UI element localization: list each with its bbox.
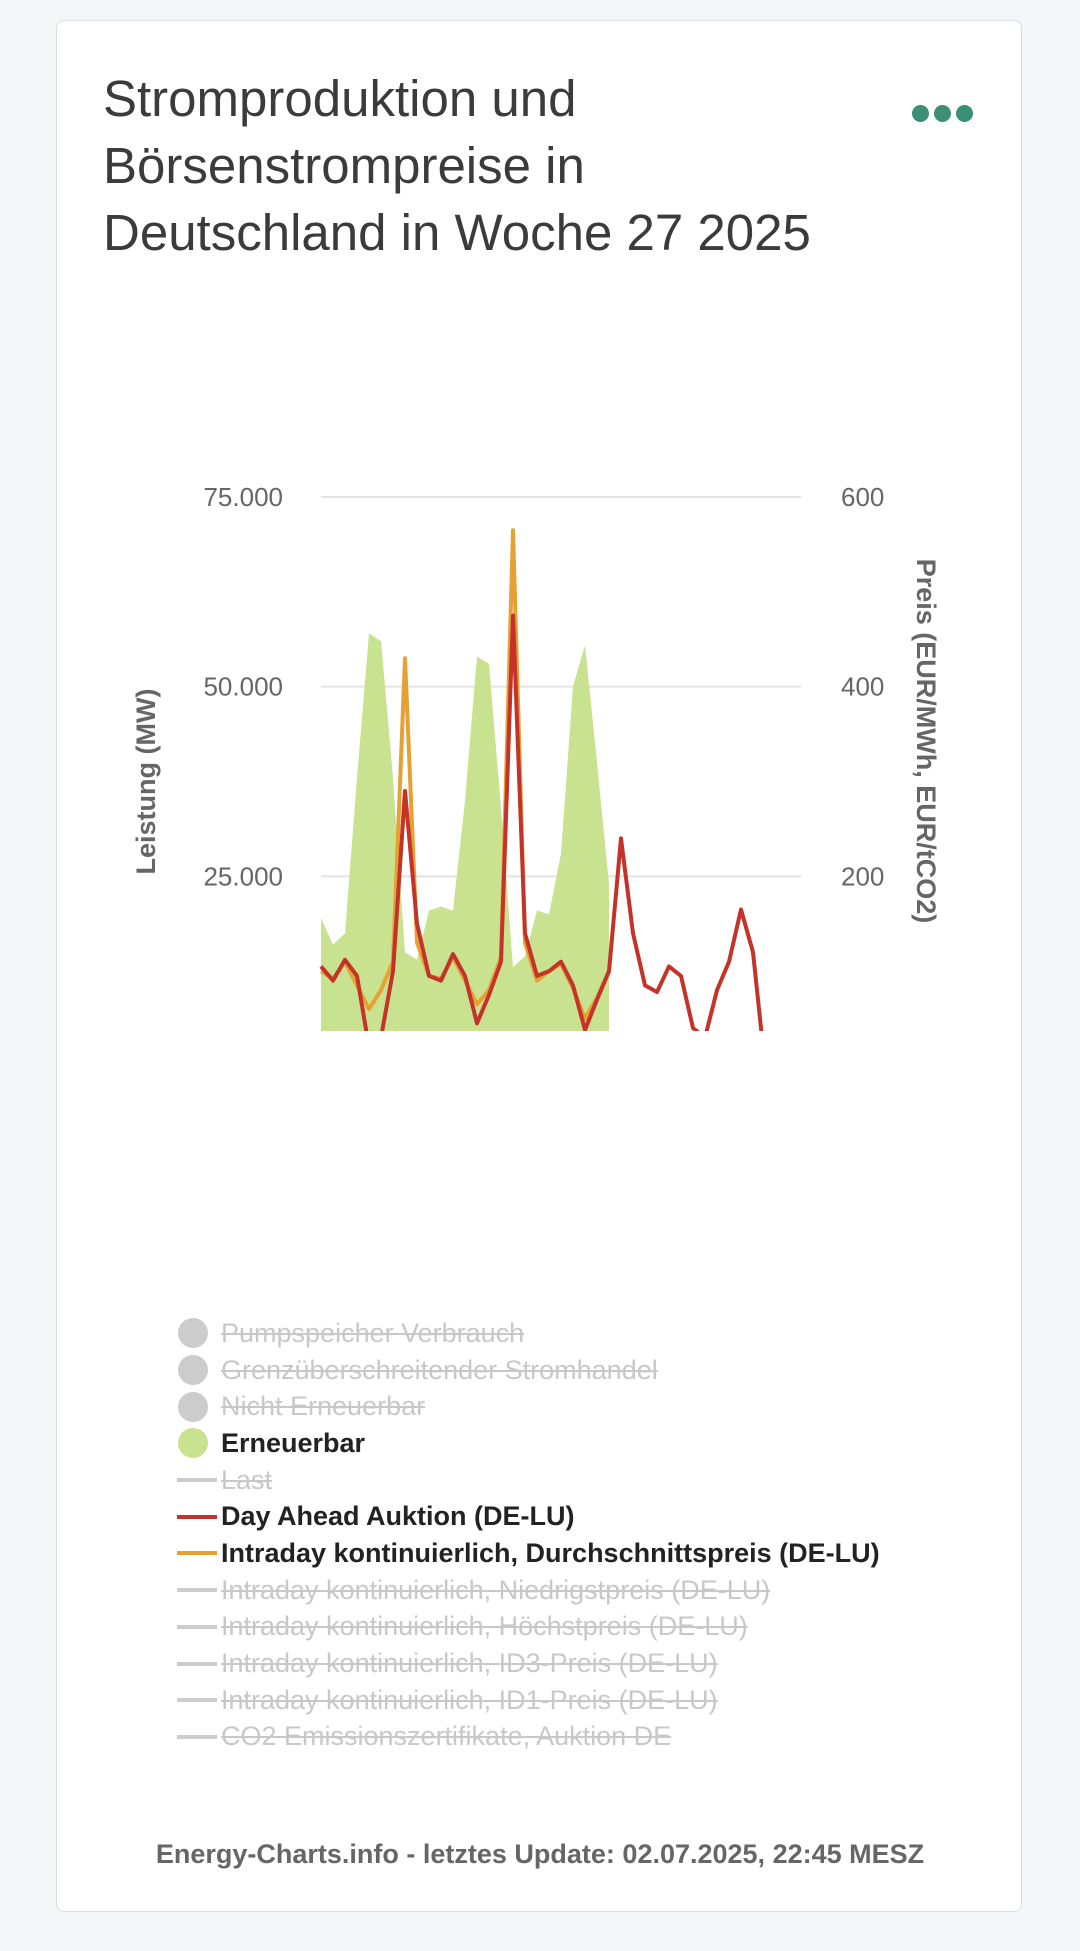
legend-item[interactable]: Pumpspeicher Verbrauch [177,1315,880,1352]
y-left-axis-title: Leistung (MW) [131,689,161,875]
menu-dot-icon [933,104,951,122]
legend-line-icon [177,1624,217,1629]
legend-item[interactable]: Intraday kontinuierlich, ID3-Preis (DE-L… [177,1645,880,1682]
y-right-tick-label: 400 [841,672,884,702]
legend-line-icon [177,1588,217,1593]
series-line-day-ahead [319,613,764,1031]
legend-item[interactable]: Day Ahead Auktion (DE-LU) [177,1498,880,1535]
menu-dot-icon [911,104,929,122]
legend-line-icon [177,1478,217,1483]
legend-label: Last [221,1464,273,1495]
y-right-tick-label: 600 [841,482,884,512]
menu-dot-icon [955,104,973,122]
legend-item[interactable]: Intraday kontinuierlich, Durchschnittspr… [177,1535,880,1572]
legend-symbol [177,1514,221,1519]
legend-label: Erneuerbar [221,1427,366,1458]
legend-symbol [177,1661,221,1666]
legend-label: Intraday kontinuierlich, ID3-Preis (DE-L… [221,1648,718,1679]
legend-line-icon [177,1698,217,1703]
legend-symbol [177,1391,221,1422]
legend-line-icon [177,1551,217,1556]
legend-circle-icon [178,1428,208,1459]
legend-symbol [177,1428,221,1459]
legend-symbol [177,1551,221,1556]
legend-item[interactable]: Erneuerbar [177,1425,880,1462]
legend-label: Intraday kontinuierlich, Höchstpreis (DE… [221,1611,748,1642]
legend-circle-icon [178,1355,208,1386]
legend-label: Intraday kontinuierlich, Niedrigstpreis … [221,1574,771,1605]
legend-symbol [177,1698,221,1703]
y-left-tick-label: 75.000 [203,482,283,512]
legend-symbol [177,1318,221,1349]
legend-item[interactable]: Nicht Erneuerbar [177,1388,880,1425]
legend-label: Intraday kontinuierlich, Durchschnittspr… [221,1537,880,1568]
legend-label: CO2 Emissionszertifikate, Auktion DE [221,1721,672,1752]
chart-title: Stromproduktion und Börsenstrompreise in… [103,70,811,261]
legend-symbol [177,1355,221,1386]
legend-item[interactable]: Intraday kontinuierlich, Höchstpreis (DE… [177,1609,880,1646]
legend-item[interactable]: Intraday kontinuierlich, Niedrigstpreis … [177,1572,880,1609]
legend-label: Intraday kontinuierlich, ID1-Preis (DE-L… [221,1684,718,1715]
legend-label: Day Ahead Auktion (DE-LU) [221,1501,575,1532]
legend-line-icon [177,1734,217,1739]
legend-symbol [177,1624,221,1629]
legend-item[interactable]: Intraday kontinuierlich, ID1-Preis (DE-L… [177,1682,880,1719]
y-left-tick-label: 50.000 [203,672,283,702]
legend-label: Pumpspeicher Verbrauch [221,1317,525,1348]
legend-item[interactable]: Last [177,1462,880,1499]
legend-label: Nicht Erneuerbar [221,1391,426,1422]
y-left-tick-label: 25.000 [203,861,283,891]
legend-label: Grenzüberschreitender Stromhandel [221,1354,658,1385]
legend-symbol [177,1478,221,1483]
chart-card: Stromproduktion und Börsenstrompreise in… [56,20,1022,1912]
legend-item[interactable]: CO2 Emissionszertifikate, Auktion DE [177,1719,880,1756]
footer-update-info: Energy-Charts.info - letztes Update: 02.… [155,1839,925,1869]
legend-line-icon [177,1514,217,1519]
legend-item[interactable]: Grenzüberschreitender Stromhandel [177,1352,880,1389]
legend-circle-icon [178,1391,208,1422]
chart-legend: Pumpspeicher Verbrauch Grenzüberschreiten… [177,1315,880,1755]
y-right-tick-label: 200 [841,861,884,891]
legend-symbol [177,1734,221,1739]
legend-circle-icon [178,1318,208,1349]
legend-line-icon [177,1661,217,1666]
y-right-axis-title: Preis (EUR/MWh, EUR/tCO2) [911,559,941,924]
legend-symbol [177,1588,221,1593]
chart-plot: 025.00050.00075.000020040060030.06.20253… [131,482,941,1031]
more-menu-button[interactable] [907,93,977,133]
